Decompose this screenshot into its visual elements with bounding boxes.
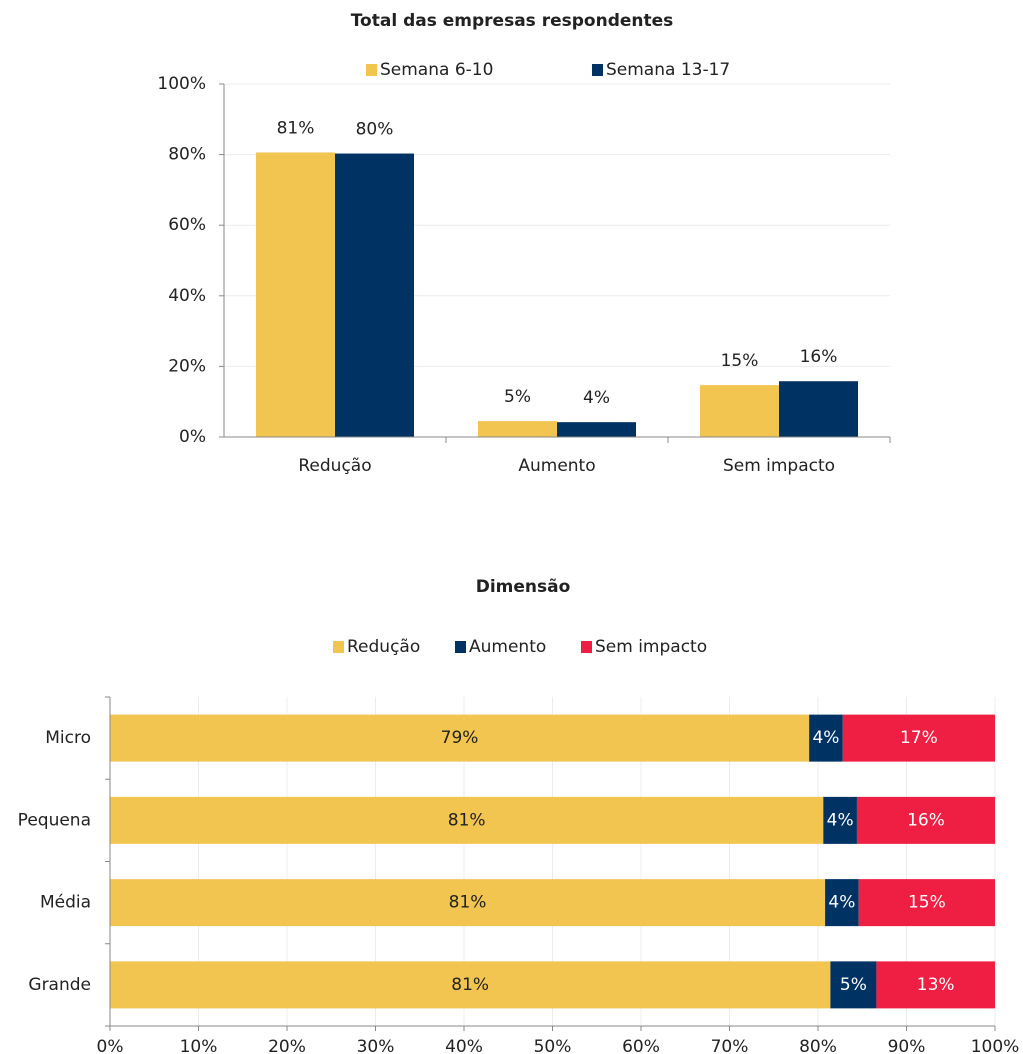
y-tick-label: 40% — [168, 286, 206, 306]
y-tick-label: 60% — [168, 215, 206, 235]
data-label: 81% — [451, 975, 489, 995]
legend-swatch — [455, 641, 466, 653]
legend-swatch — [333, 641, 344, 653]
y-tick-label: Pequena — [18, 810, 91, 830]
data-label: 4% — [812, 728, 839, 748]
chart-title: Total das empresas respondentes — [351, 11, 674, 31]
x-tick-label: Redução — [298, 456, 371, 476]
bar-segment — [110, 796, 824, 844]
bar-segment — [842, 714, 995, 762]
legend-swatch — [581, 641, 592, 653]
legend-swatch — [592, 64, 603, 76]
legend-label: Sem impacto — [595, 637, 707, 657]
legend-label: Redução — [347, 637, 420, 657]
x-tick-label: 60% — [622, 1037, 660, 1054]
data-label: 81% — [449, 893, 487, 913]
y-tick-label: 0% — [179, 427, 206, 447]
legend-label: Aumento — [469, 637, 546, 657]
bar-segment — [110, 961, 831, 1009]
data-label: 15% — [908, 893, 946, 913]
bar-segment — [856, 796, 995, 844]
data-label: 81% — [448, 810, 486, 830]
y-tick-label: Micro — [45, 728, 91, 748]
x-tick-label: 50% — [534, 1037, 572, 1054]
bar-segment — [876, 961, 995, 1009]
x-tick-label: 100% — [971, 1037, 1020, 1054]
bar-segment — [830, 961, 877, 1009]
bar-segment — [823, 796, 857, 844]
y-tick-label: 100% — [157, 74, 206, 94]
y-tick-label: 80% — [168, 145, 206, 165]
y-tick-label: Média — [40, 893, 91, 913]
y-tick-label: Grande — [28, 975, 91, 995]
bar — [779, 381, 858, 437]
bar — [478, 421, 557, 437]
x-tick-label: 90% — [888, 1037, 926, 1054]
data-label: 4% — [583, 388, 610, 408]
y-tick-label: 20% — [168, 356, 206, 376]
x-tick-label: 30% — [357, 1037, 395, 1054]
bar-segment — [110, 714, 810, 762]
x-tick-label: 0% — [97, 1037, 124, 1054]
data-label: 80% — [356, 120, 394, 140]
data-label: 81% — [277, 118, 315, 138]
chart-title: Dimensão — [476, 577, 571, 597]
legend-label: Semana 13-17 — [606, 60, 730, 80]
data-label: 16% — [800, 347, 838, 367]
x-tick-label: Aumento — [518, 456, 595, 476]
x-tick-label: 40% — [445, 1037, 483, 1054]
x-tick-label: 20% — [268, 1037, 306, 1054]
data-label: 17% — [900, 728, 938, 748]
data-label: 13% — [917, 975, 955, 995]
bar-segment — [110, 879, 826, 927]
x-tick-label: Sem impacto — [723, 456, 835, 476]
bar — [700, 385, 779, 437]
x-tick-label: 10% — [180, 1037, 218, 1054]
legend-swatch — [366, 64, 377, 76]
legend-label: Semana 6-10 — [380, 60, 493, 80]
data-label: 5% — [840, 975, 867, 995]
bar — [335, 153, 414, 437]
bar — [557, 422, 636, 437]
bar-segment — [809, 714, 843, 762]
bar-segment — [858, 879, 995, 927]
data-label: 79% — [441, 728, 479, 748]
x-tick-label: 80% — [799, 1037, 837, 1054]
data-label: 4% — [828, 893, 855, 913]
bar — [256, 152, 335, 437]
x-tick-label: 70% — [711, 1037, 749, 1054]
data-label: 4% — [827, 810, 854, 830]
bar-segment — [825, 879, 859, 927]
data-label: 16% — [907, 810, 945, 830]
data-label: 15% — [721, 351, 759, 371]
data-label: 5% — [504, 387, 531, 407]
